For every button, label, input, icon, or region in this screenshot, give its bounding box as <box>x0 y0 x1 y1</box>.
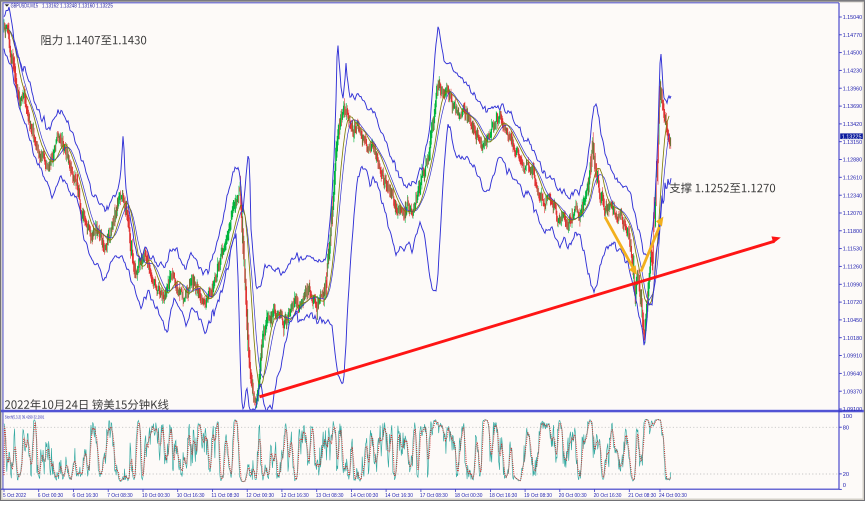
svg-text:1.11260: 1.11260 <box>843 265 863 271</box>
svg-text:1.10720: 1.10720 <box>843 300 863 306</box>
svg-text:1.13150: 1.13150 <box>843 140 863 146</box>
svg-text:1.13420: 1.13420 <box>843 122 863 128</box>
svg-text:1.13162 1.13248 1.13160 1.1322: 1.13162 1.13248 1.13160 1.13225 <box>42 3 113 9</box>
svg-text:6 Oct 16:30: 6 Oct 16:30 <box>73 493 99 499</box>
svg-text:1.13960: 1.13960 <box>843 86 863 92</box>
svg-text:5 Oct 2022: 5 Oct 2022 <box>3 493 26 499</box>
svg-text:14 Oct 00:30: 14 Oct 00:30 <box>350 493 378 499</box>
svg-text:20 Oct 16:30: 20 Oct 16:30 <box>594 493 622 499</box>
svg-text:1.09640: 1.09640 <box>843 372 863 378</box>
svg-text:10 Oct 16:30: 10 Oct 16:30 <box>177 493 205 499</box>
svg-text:1.14500: 1.14500 <box>843 51 863 57</box>
svg-text:1.15040: 1.15040 <box>843 15 863 21</box>
svg-text:100: 100 <box>843 414 853 420</box>
svg-text:1.13690: 1.13690 <box>843 104 863 110</box>
svg-text:1.13225: 1.13225 <box>842 134 862 140</box>
svg-text:1.09100: 1.09100 <box>843 407 863 413</box>
svg-text:1.10180: 1.10180 <box>843 336 863 342</box>
svg-text:19 Oct 08:30: 19 Oct 08:30 <box>524 493 552 499</box>
svg-text:1.12070: 1.12070 <box>843 211 863 217</box>
svg-text:1.11800: 1.11800 <box>843 229 863 235</box>
svg-text:18 Oct 00:30: 18 Oct 00:30 <box>455 493 483 499</box>
svg-text:6 Oct 00:30: 6 Oct 00:30 <box>38 493 64 499</box>
svg-text:1.14770: 1.14770 <box>843 33 863 39</box>
svg-text:17 Oct 08:30: 17 Oct 08:30 <box>420 493 448 499</box>
svg-text:1.12610: 1.12610 <box>843 175 863 181</box>
svg-text:1.09370: 1.09370 <box>843 389 863 395</box>
svg-text:1.10990: 1.10990 <box>843 282 863 288</box>
svg-text:1.14230: 1.14230 <box>843 69 863 75</box>
svg-text:80: 80 <box>843 425 850 431</box>
svg-text:12 Oct 16:30: 12 Oct 16:30 <box>281 493 309 499</box>
svg-text:Stoch(5,3,3) 39.4299 32.2991: Stoch(5,3,3) 39.4299 32.2991 <box>5 414 45 420</box>
svg-text:18 Oct 16:30: 18 Oct 16:30 <box>489 493 517 499</box>
svg-text:1.10450: 1.10450 <box>843 318 863 324</box>
svg-text:13 Oct 08:30: 13 Oct 08:30 <box>316 493 344 499</box>
svg-text:0: 0 <box>843 483 847 489</box>
svg-text:14 Oct 16:30: 14 Oct 16:30 <box>385 493 413 499</box>
svg-text:1.12880: 1.12880 <box>843 158 863 164</box>
svg-text:1.11530: 1.11530 <box>843 247 863 253</box>
svg-text:1.12340: 1.12340 <box>843 193 863 199</box>
svg-text:1.09910: 1.09910 <box>843 354 863 360</box>
svg-text:20: 20 <box>843 472 850 478</box>
svg-text:24 Oct 00:30: 24 Oct 00:30 <box>659 493 687 499</box>
svg-text:21 Oct 08:30: 21 Oct 08:30 <box>628 493 656 499</box>
svg-text:12 Oct 00:30: 12 Oct 00:30 <box>246 493 274 499</box>
svg-text:10 Oct 00:30: 10 Oct 00:30 <box>142 493 170 499</box>
svg-text:GBPUSD#,M15: GBPUSD#,M15 <box>11 3 38 9</box>
svg-text:7 Oct 08:30: 7 Oct 08:30 <box>107 493 133 499</box>
svg-text:11 Oct 08:30: 11 Oct 08:30 <box>211 493 239 499</box>
svg-text:20 Oct 00:30: 20 Oct 00:30 <box>559 493 587 499</box>
